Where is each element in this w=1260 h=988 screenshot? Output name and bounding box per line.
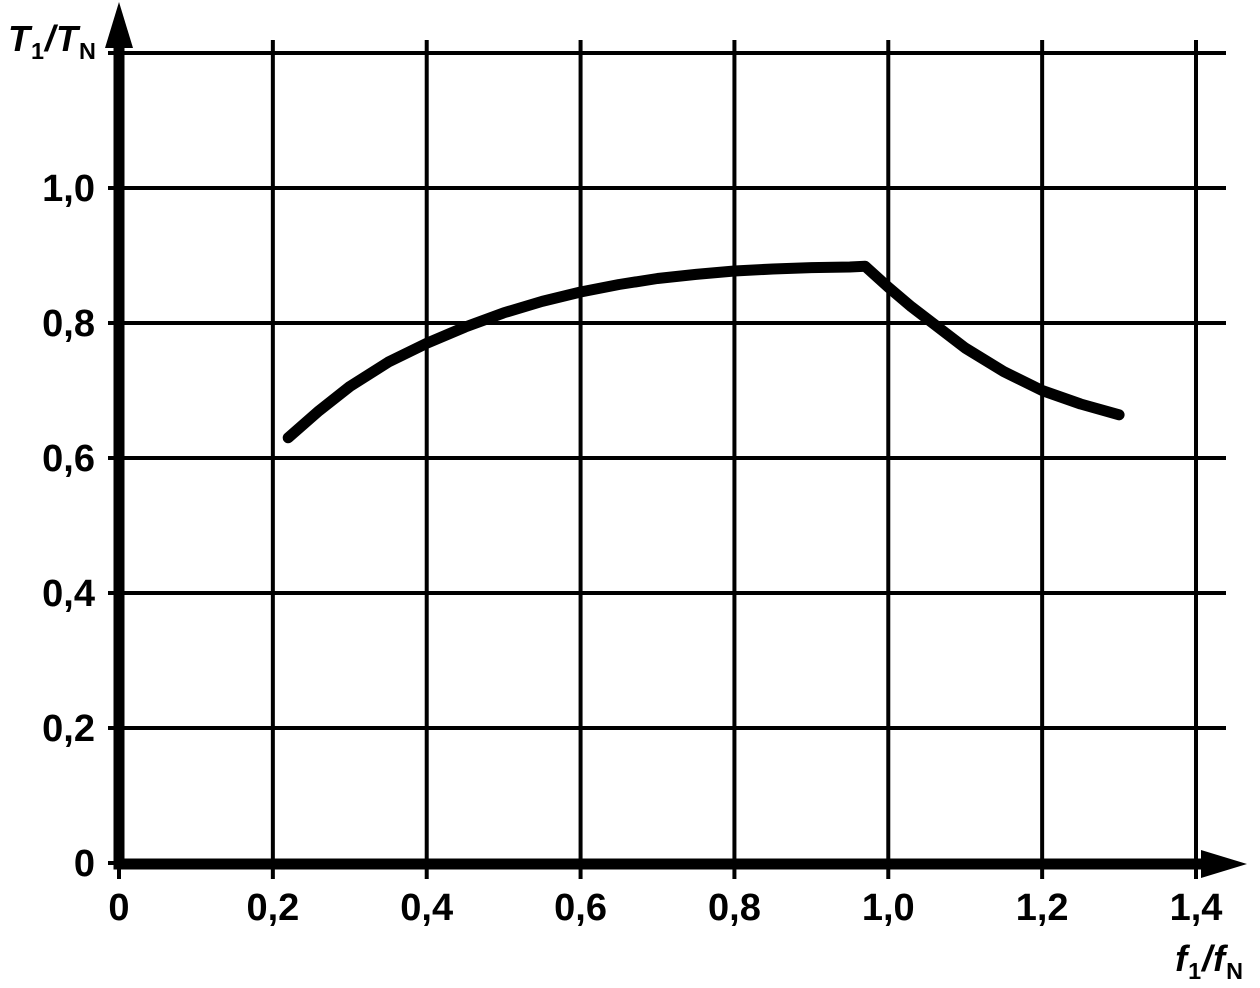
- y-axis-title-sub2: N: [79, 38, 97, 65]
- x-tick-label: 0,2: [246, 887, 299, 929]
- x-tick-label: 1,4: [1170, 887, 1223, 929]
- x-axis-title-sub1: 1: [1188, 958, 1203, 985]
- y-axis-title: T1/TN: [8, 18, 97, 63]
- y-axis-line: [113, 28, 125, 868]
- y-tick-label: 0: [74, 843, 95, 885]
- y-axis-title-sub1: 1: [31, 38, 46, 65]
- x-tick-label: 1,0: [862, 887, 915, 929]
- x-axis-title-base1: f: [1175, 938, 1189, 979]
- y-tick-label: 0,4: [42, 573, 95, 615]
- x-tick-label: 0: [108, 887, 129, 929]
- x-axis-title-base2: f: [1213, 938, 1227, 979]
- x-tick-label: 0,6: [554, 887, 607, 929]
- x-tick-label: 0,8: [708, 887, 761, 929]
- y-axis-title-base1: T: [8, 18, 31, 59]
- y-axis-title-slash: /: [45, 18, 57, 59]
- x-axis-arrow-icon: [1201, 850, 1247, 878]
- x-tick-label: 0,4: [400, 887, 453, 929]
- torque-curve: [282, 260, 1125, 444]
- x-axis-line: [113, 858, 1207, 870]
- y-tick-label: 0,8: [42, 303, 95, 345]
- y-axis-title-base2: T: [56, 18, 80, 59]
- x-tick-label: 1,2: [1016, 887, 1069, 929]
- y-tick-label: 1,0: [42, 168, 95, 210]
- y-tick-label: 0,6: [42, 438, 95, 480]
- x-axis-title-sub2: N: [1226, 958, 1244, 985]
- x-axis-title: f1/fN: [1175, 938, 1244, 983]
- y-tick-label: 0,2: [42, 708, 95, 750]
- x-axis-title-slash: /: [1202, 938, 1214, 979]
- y-axis-arrow-icon: [105, 2, 133, 48]
